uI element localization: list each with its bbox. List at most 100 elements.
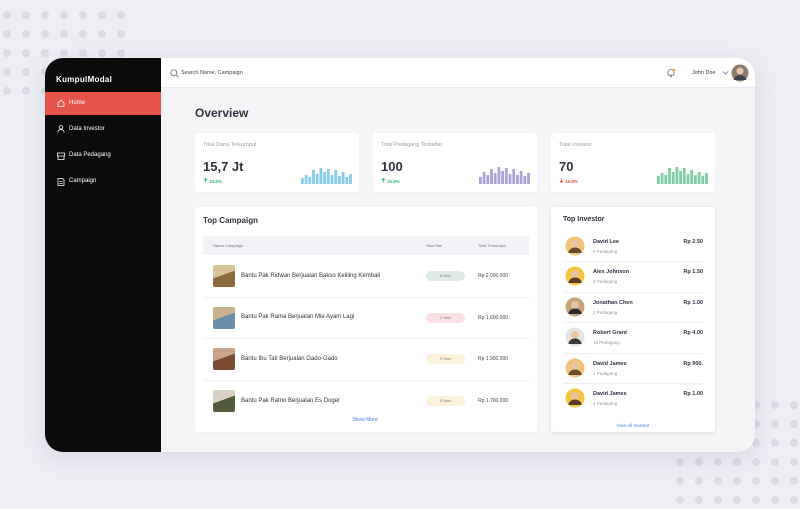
trend-bar: [668, 168, 671, 184]
menu-item[interactable]: Data Investor: [45, 118, 161, 141]
trend-bar: [304, 175, 308, 184]
table-header: [203, 236, 529, 255]
dot: [752, 439, 760, 447]
icon-shape: [57, 177, 65, 186]
avatar-body: [568, 277, 582, 284]
top-campaign-card: Top Campaign Show More Nama Campaign Sisa…: [195, 207, 537, 432]
page-title: Overview: [195, 106, 249, 120]
trend-bar: [334, 170, 338, 184]
campaign-total: Rp 1.600.000: [478, 314, 509, 321]
dot: [771, 496, 779, 504]
avatar-body: [568, 338, 582, 345]
row-divider: [203, 296, 529, 298]
campaign-name[interactable]: Bantu Ibu Tati Berjualan Gado-Gado: [241, 355, 338, 362]
avatar-body: [568, 247, 582, 253]
trend-bar: [508, 174, 512, 184]
investor-avatar: [565, 236, 585, 256]
days-badge: 5 Hari: [426, 354, 465, 365]
trend-bar: [312, 170, 315, 184]
dot: [3, 87, 11, 95]
trend-bar: [338, 176, 341, 184]
dot: [41, 11, 49, 19]
trend-bar: [523, 176, 527, 184]
avatar-body: [568, 369, 582, 375]
show-more-link[interactable]: Show More: [352, 417, 378, 423]
stat-change: 15.8%: [565, 178, 578, 184]
trend-bar: [682, 168, 686, 184]
campaign-thumbnail: [213, 306, 235, 329]
dot: [41, 30, 49, 38]
investor-name[interactable]: Alex Johnson: [593, 269, 630, 276]
mini-chart: [301, 168, 352, 184]
search-input[interactable]: Search Name, Campaign: [181, 70, 243, 76]
dot: [714, 496, 722, 504]
trend-bar: [482, 172, 486, 184]
dot: [60, 30, 68, 38]
dot: [117, 49, 125, 57]
investor-count: 10 Pedagang: [593, 340, 620, 346]
user-menu-chevron[interactable]: [722, 70, 729, 76]
dot: [752, 401, 760, 409]
icon-shape: [57, 125, 65, 133]
menu-icon: [57, 177, 65, 186]
user-avatar[interactable]: [731, 64, 749, 82]
investor-avatar: [565, 266, 585, 286]
investor-amount: Rp 900.: [683, 360, 703, 367]
dot: [22, 87, 30, 95]
campaign-name[interactable]: Bantu Pak Ridwan Berjualan Bakso Kelilin…: [241, 272, 381, 279]
investor-name[interactable]: Jonathan Chen: [593, 299, 633, 306]
stat-label: Total Dana Terkumpul: [203, 142, 257, 148]
arrow-shape: [381, 178, 386, 183]
icon-shape: [57, 152, 65, 160]
menu-item[interactable]: Data Pedagang: [45, 144, 161, 167]
trend-bar: [705, 173, 708, 184]
dot: [771, 420, 779, 428]
view-all-link[interactable]: View All Investor: [616, 423, 650, 428]
dot: [733, 496, 741, 504]
campaign-name[interactable]: Bantu Pak Rama Berjualan Mie Ayam Lagi: [241, 314, 355, 321]
investor-name[interactable]: David Lee: [593, 239, 619, 245]
row-divider: [203, 338, 529, 340]
trend-bar: [349, 174, 352, 184]
dot: [676, 477, 684, 485]
notification-icon[interactable]: [666, 68, 676, 78]
days-badge: 5 Hari: [426, 396, 465, 407]
top-investor-card: Top Investor View All Investor David Lee…: [551, 207, 715, 432]
trend-bar: [675, 167, 679, 184]
campaign-name[interactable]: Bantu Pak Ratno Berjualan Es Doger: [241, 397, 341, 404]
trend-bar: [657, 176, 660, 184]
stat-value: 100: [381, 159, 403, 174]
menu-item[interactable]: Home: [45, 91, 161, 115]
investor-name[interactable]: Robert Grant: [593, 330, 627, 337]
trend-bar: [527, 173, 530, 184]
trend-bar: [686, 174, 690, 184]
dot: [3, 49, 11, 57]
investor-count: 3 Pedagang: [593, 279, 618, 285]
dot: [22, 68, 30, 76]
user-name[interactable]: John Doe: [692, 70, 716, 76]
investor-name[interactable]: David James: [593, 360, 627, 367]
brand: KumpulModal: [56, 75, 113, 84]
row-divider: [563, 383, 703, 384]
dot: [714, 458, 722, 466]
dot: [752, 458, 760, 466]
trend-bar: [319, 168, 323, 184]
column-header: Nama Campaign: [213, 243, 244, 248]
avatar-face: [571, 300, 579, 309]
trend-bar: [504, 168, 508, 184]
investor-avatar: [565, 327, 585, 347]
mini-chart: [657, 167, 708, 184]
dot: [22, 30, 30, 38]
arrow-up: [203, 178, 208, 183]
investor-amount: Rp 2.50: [683, 239, 703, 245]
trend-bar: [330, 175, 334, 184]
investor-name[interactable]: David James: [593, 391, 627, 397]
menu-label: Home: [69, 99, 86, 106]
menu-item[interactable]: Campaign: [45, 170, 161, 193]
stat-card: Total Dana Terkumpul 15,7 Jt 15.8%: [195, 133, 359, 192]
stat-card: Total Pedagang Terdaftar 100 15.8%: [373, 133, 537, 192]
days-badge: 6 Hari: [426, 271, 465, 281]
row-divider: [563, 352, 703, 354]
stat-value: 15,7 Jt: [203, 159, 244, 174]
